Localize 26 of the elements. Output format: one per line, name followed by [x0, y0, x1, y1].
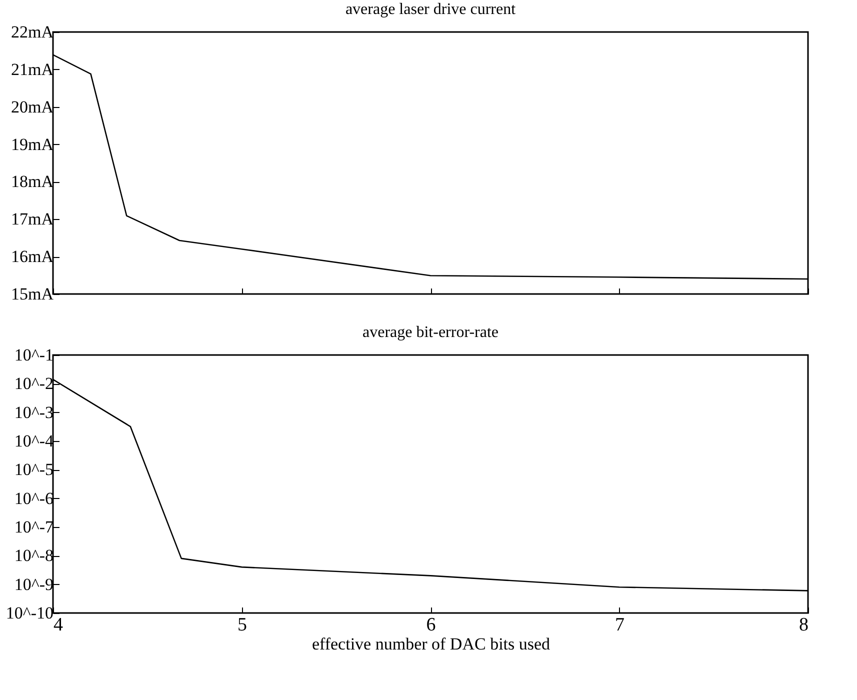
y-tick-label: 10^-1	[14, 346, 54, 364]
y-tick-label: 10^-7	[14, 518, 54, 536]
x-tick-label: 6	[426, 614, 436, 636]
y-tick-label: 10^-5	[14, 460, 54, 480]
y-tick-label: 10^-8	[14, 546, 54, 566]
y-tick-label: 15mA	[11, 284, 54, 304]
chart-title: average bit-error-rate	[362, 324, 499, 341]
y-tick-label: 10^-10	[6, 604, 54, 622]
y-tick-label: 18mA	[11, 172, 54, 192]
y-tick-label: 10^-4	[14, 432, 54, 450]
y-tick-label: 17mA	[11, 210, 54, 229]
x-axis-title: effective number of DAC bits used	[312, 634, 551, 654]
y-tick-label: 19mA	[11, 134, 54, 154]
y-tick-label: 22mA	[11, 22, 54, 42]
y-tick-label: 10^-3	[14, 402, 54, 422]
y-tick-label: 10^-6	[14, 488, 54, 508]
y-tick-label: 10^-9	[14, 574, 54, 594]
y-tick-label: 21mA	[11, 60, 54, 79]
y-tick-label: 10^-2	[14, 374, 54, 394]
x-tick-label: 4	[54, 614, 64, 636]
y-tick-label: 20mA	[11, 97, 54, 116]
x-tick-label: 5	[238, 614, 247, 636]
y-tick-label: 16mA	[11, 247, 54, 266]
chart-title: average laser drive current	[345, 1, 516, 18]
x-tick-label: 7	[615, 614, 624, 636]
x-tick-label: 8	[799, 614, 808, 636]
